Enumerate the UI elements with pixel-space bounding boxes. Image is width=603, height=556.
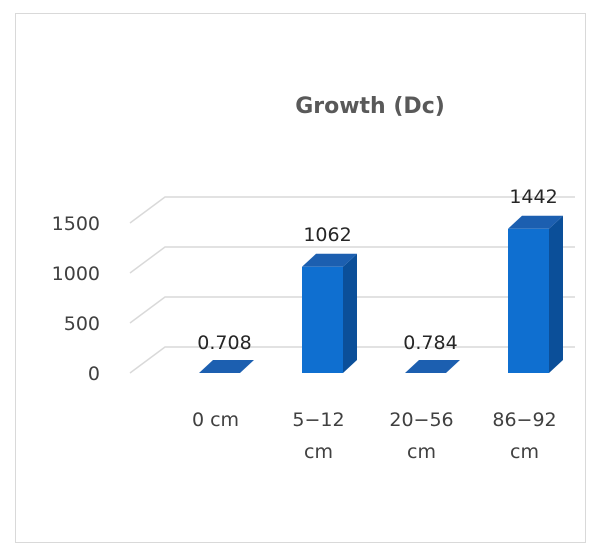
category-label: 0 cm [192, 409, 239, 431]
category-labels: 0 cm 5−12 cm 20−56 cm 86−92 cm [192, 409, 557, 463]
bar-side [549, 215, 563, 373]
gridline [129, 196, 575, 224]
y-tick-label: 0 [88, 363, 100, 385]
chart-frame [15, 13, 586, 543]
data-label: 1062 [303, 224, 351, 246]
gridline [129, 346, 575, 374]
bar-side [343, 253, 357, 373]
category-label: 86−92 cm [492, 409, 556, 463]
bar-top [405, 360, 460, 373]
y-axis-ticks: 0 500 1000 1500 [52, 213, 100, 385]
y-tick-label: 1500 [52, 213, 100, 235]
data-label: 0.784 [403, 332, 457, 354]
bar-top [302, 253, 357, 267]
category-label: 20−56 cm [389, 409, 453, 463]
bar [405, 360, 460, 373]
bar [199, 360, 254, 373]
data-label: 0.708 [197, 332, 251, 354]
y-tick-label: 500 [64, 313, 100, 335]
data-labels: 0.708 1062 0.784 1442 [197, 186, 557, 354]
bar-top [508, 215, 563, 229]
gridline [129, 246, 575, 274]
category-label: 5−12 cm [292, 409, 344, 463]
bar [302, 253, 357, 373]
y-tick-label: 1000 [52, 263, 100, 285]
chart-title: Growth (Dc) [295, 94, 445, 119]
bar-front [302, 266, 343, 373]
bar [508, 215, 563, 373]
bar-front [508, 228, 549, 373]
bar-top [199, 360, 254, 373]
gridlines [129, 196, 575, 374]
data-label: 1442 [509, 186, 557, 208]
bars [199, 215, 563, 373]
gridline [129, 296, 575, 324]
